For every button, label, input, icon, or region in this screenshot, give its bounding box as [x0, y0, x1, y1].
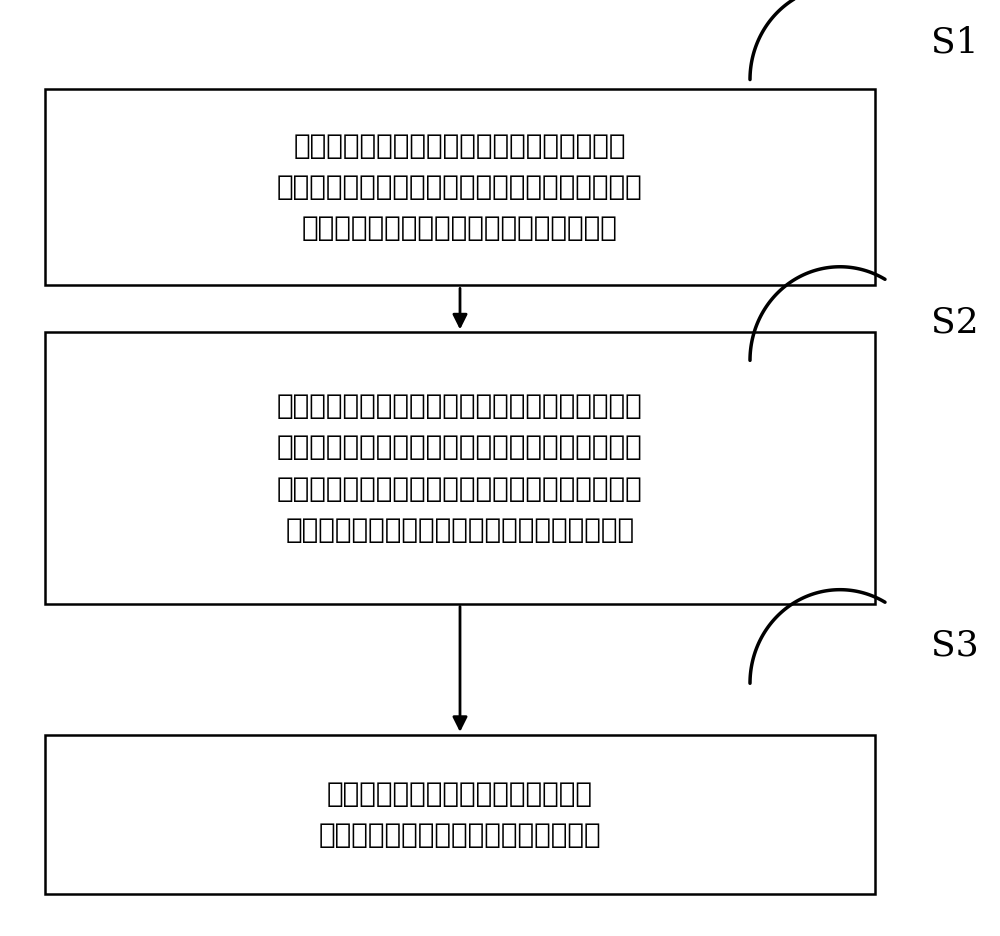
- Text: S1: S1: [931, 25, 979, 59]
- Text: 基于粒子群优化算法对所述仿真模型的联合参数进
行优化得到联合参数最优解，所述联合参数包括摩
擦特征的库仑摩擦力、静态摩擦力、黏性摩擦力因
数、润滑参数和间隙迟滞: 基于粒子群优化算法对所述仿真模型的联合参数进 行优化得到联合参数最优解，所述联合…: [277, 392, 643, 544]
- Text: S2: S2: [931, 306, 979, 340]
- Text: S3: S3: [931, 629, 979, 663]
- Bar: [45, 332, 875, 604]
- Text: 构建所述电动舐机的仿真模型，所述仿真模型
包括所述电动舐机的电机内部的摩擦特性、传动机
构间的间隙迟滞非线性特性和变传动比环节: 构建所述电动舐机的仿真模型，所述仿真模型 包括所述电动舐机的电机内部的摩擦特性、…: [277, 132, 643, 242]
- Text: 根据所述得到的联合参数最优解代入
所述仿真模型建立电动舐机非线性模型: 根据所述得到的联合参数最优解代入 所述仿真模型建立电动舐机非线性模型: [319, 780, 601, 849]
- Bar: [45, 735, 875, 894]
- Bar: [45, 89, 875, 285]
